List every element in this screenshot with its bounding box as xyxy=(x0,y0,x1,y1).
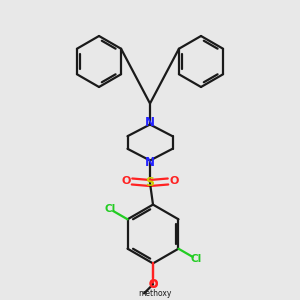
Text: Cl: Cl xyxy=(191,254,202,264)
Text: O: O xyxy=(148,279,158,290)
Text: S: S xyxy=(146,176,154,190)
Text: O: O xyxy=(148,280,158,290)
Text: methoxy: methoxy xyxy=(138,289,171,298)
Text: N: N xyxy=(145,116,155,129)
Text: Cl: Cl xyxy=(105,204,116,214)
Text: N: N xyxy=(145,156,155,170)
Text: O: O xyxy=(121,176,131,186)
Text: O: O xyxy=(169,176,179,186)
